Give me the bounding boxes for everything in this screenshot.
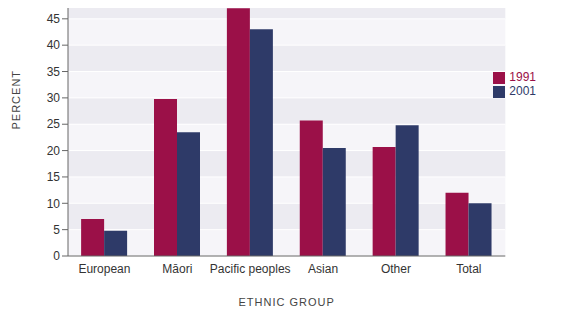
svg-text:Pacific peoples: Pacific peoples [210, 262, 291, 276]
html-text:2001: 2001 [509, 84, 536, 98]
svg-text:35: 35 [47, 65, 61, 79]
svg-text:Māori: Māori [162, 262, 192, 276]
html-text:1991: 1991 [509, 70, 536, 84]
svg-text:European: European [78, 262, 130, 276]
svg-text:25: 25 [47, 117, 61, 131]
svg-text:5: 5 [53, 223, 60, 237]
svg-text:30: 30 [47, 91, 61, 105]
svg-text:0: 0 [53, 249, 60, 263]
svg-text:Total: Total [456, 262, 481, 276]
svg-text:Asian: Asian [308, 262, 338, 276]
svg-text:10: 10 [47, 197, 61, 211]
svg-text:Other: Other [381, 262, 411, 276]
svg-text:20: 20 [47, 144, 61, 158]
svg-text:40: 40 [47, 38, 61, 52]
svg-text:ETHNIC GROUP: ETHNIC GROUP [238, 296, 334, 308]
svg-text:15: 15 [47, 170, 61, 184]
svg-text:45: 45 [47, 12, 61, 26]
svg-text:PERCENT: PERCENT [10, 70, 22, 130]
